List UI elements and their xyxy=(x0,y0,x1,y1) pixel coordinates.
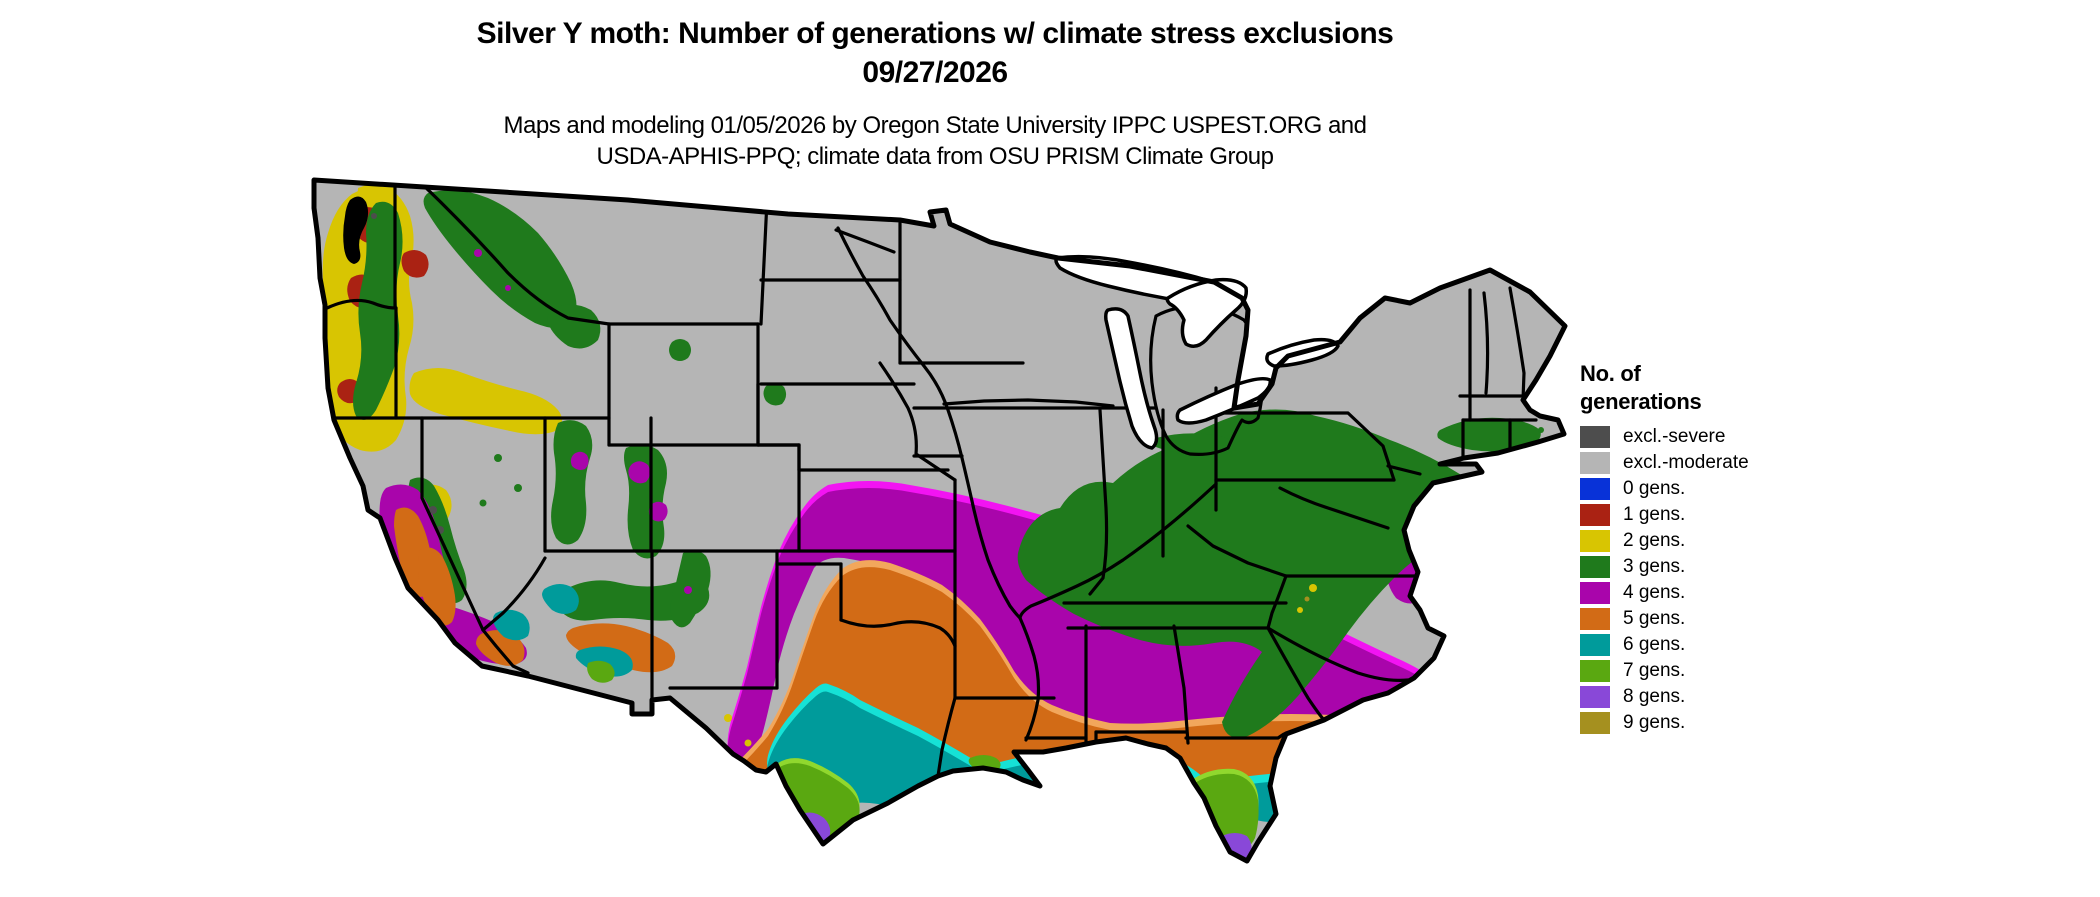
legend-row-gens9: 9 gens. xyxy=(1580,710,1890,736)
legend-swatch-gens7 xyxy=(1580,660,1610,682)
legend-row-gens2: 2 gens. xyxy=(1580,528,1890,554)
coastal-fleck-red xyxy=(1552,374,1558,380)
legend-row-excl_severe: excl.-severe xyxy=(1580,424,1890,450)
legend-row-gens3: 3 gens. xyxy=(1580,554,1890,580)
legend-label-gens3: 3 gens. xyxy=(1623,556,1686,577)
page-title: Silver Y moth: Number of generations w/ … xyxy=(476,17,1394,50)
legend-label-gens9: 9 gens. xyxy=(1623,712,1686,733)
coastal-fleck-green xyxy=(1538,427,1544,433)
us-map-svg xyxy=(228,158,1573,892)
lake-huron xyxy=(1165,277,1249,348)
legend-label-gens0: 0 gens. xyxy=(1623,478,1686,499)
lake-michigan xyxy=(1104,307,1159,450)
map-band-layers xyxy=(322,180,1558,880)
legend-label-excl_moderate: excl.-moderate xyxy=(1623,452,1749,473)
legend-label-gens5: 5 gens. xyxy=(1623,608,1686,629)
map-credit-line1: Maps and modeling 01/05/2026 by Oregon S… xyxy=(503,112,1367,139)
legend-swatch-gens2 xyxy=(1580,530,1610,552)
legend-row-excl_moderate: excl.-moderate xyxy=(1580,450,1890,476)
map-legend: No. of generations excl.-severe excl.-mod… xyxy=(1580,360,1890,736)
map-region-8-gens xyxy=(794,812,1252,861)
great-lakes xyxy=(1054,254,1340,450)
legend-swatch-gens9 xyxy=(1580,712,1610,734)
legend-row-gens1: 1 gens. xyxy=(1580,502,1890,528)
legend-row-gens5: 5 gens. xyxy=(1580,606,1890,632)
map-region-excl-severe xyxy=(371,213,444,534)
legend-label-gens4: 4 gens. xyxy=(1623,582,1686,603)
legend-label-excl_severe: excl.-severe xyxy=(1623,426,1726,447)
legend-label-gens8: 8 gens. xyxy=(1623,686,1686,707)
puget-sound xyxy=(343,196,369,264)
map-west-mosaic xyxy=(322,182,1558,747)
legend-row-gens6: 6 gens. xyxy=(1580,632,1890,658)
legend-swatch-gens4 xyxy=(1580,582,1610,604)
legend-swatch-gens8 xyxy=(1580,686,1610,708)
legend-label-gens2: 2 gens. xyxy=(1623,530,1686,551)
legend-title-line2: generations xyxy=(1580,389,1702,414)
legend-swatch-excl_moderate xyxy=(1580,452,1610,474)
legend-label-gens7: 7 gens. xyxy=(1623,660,1686,681)
coastal-fleck-yellow xyxy=(1545,370,1551,376)
map-date: 09/27/2026 xyxy=(862,56,1008,89)
map-region-9-gens-keys xyxy=(1110,869,1193,880)
legend-row-gens7: 7 gens. xyxy=(1580,658,1890,684)
legend-swatch-gens0 xyxy=(1580,478,1610,500)
legend-swatch-gens3 xyxy=(1580,556,1610,578)
legend-title-line1: No. of xyxy=(1580,361,1641,386)
legend-swatch-excl_severe xyxy=(1580,426,1610,448)
legend-swatch-gens6 xyxy=(1580,634,1610,656)
legend-row-gens4: 4 gens. xyxy=(1580,580,1890,606)
legend-row-gens0: 0 gens. xyxy=(1580,476,1890,502)
legend-swatch-gens5 xyxy=(1580,608,1610,630)
map-header: Silver Y moth: Number of generations w/ … xyxy=(0,14,1870,172)
map-region-7-gens-az xyxy=(587,660,615,683)
legend-swatch-gens1 xyxy=(1580,504,1610,526)
legend-label-gens1: 1 gens. xyxy=(1623,504,1686,525)
legend-label-gens6: 6 gens. xyxy=(1623,634,1686,655)
us-generations-map xyxy=(228,158,1573,892)
state-borders xyxy=(325,180,1542,778)
map-region-5-gens-west xyxy=(394,507,676,673)
legend-row-gens8: 8 gens. xyxy=(1580,684,1890,710)
map-credit-line2: USDA-APHIS-PPQ; climate data from OSU PR… xyxy=(596,143,1274,170)
